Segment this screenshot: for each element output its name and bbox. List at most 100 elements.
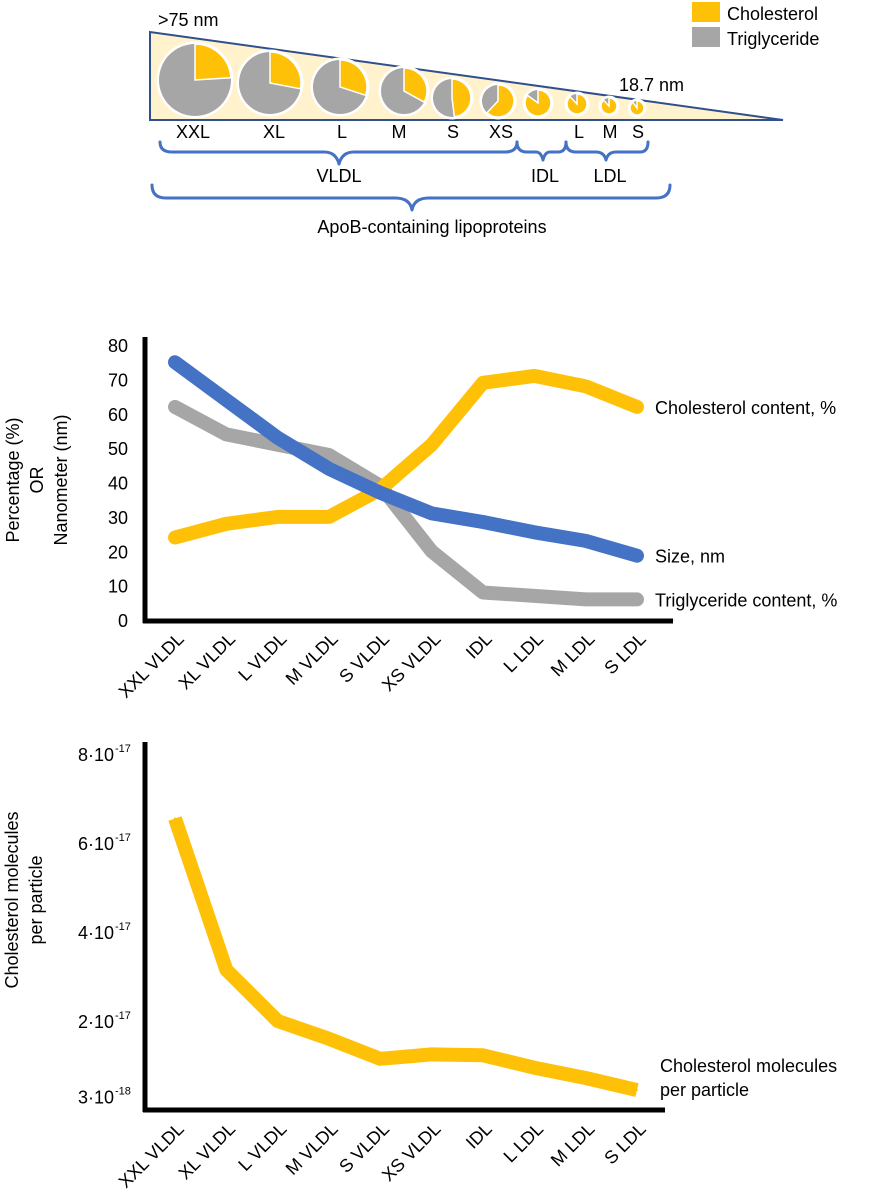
chart1-ylabel-line2: OR — [27, 466, 47, 493]
pie-cholesterol-slice — [269, 51, 302, 90]
chart2-point — [328, 1037, 330, 1040]
chart2-ytick-exponent: -17 — [115, 743, 131, 755]
size-wedge — [149, 30, 784, 121]
vldl-brace — [158, 140, 519, 166]
ldl-label: LDL — [593, 166, 626, 186]
chart1-point-cholesterol-content — [174, 536, 176, 539]
chart1-xtick-label: IDL — [462, 629, 496, 663]
chart2-xtick-label: IDL — [462, 1119, 496, 1153]
chart1-ytick-label: 70 — [108, 370, 128, 390]
chart1-ylabel-line1: Percentage (%) — [3, 417, 23, 542]
legend-swatch-triglyceride — [692, 27, 720, 47]
chart2-ytick-label: 2·10 — [78, 1012, 114, 1032]
chart1-point-size-nm — [225, 399, 228, 401]
chart1-point-triglyceride-content — [533, 594, 536, 597]
chart1-xtick-label: XXL VLDL — [115, 629, 188, 702]
chart2-ytick-exponent: -17 — [115, 832, 131, 844]
chart1-point-size-nm — [584, 539, 587, 542]
idl-brace — [515, 140, 568, 162]
chart2-xtick-label: S LDL — [600, 1119, 650, 1169]
chart1-point-cholesterol-content — [482, 381, 484, 384]
chart1-ytick-label: 50 — [108, 439, 128, 459]
chart1-point-triglyceride-content — [636, 598, 638, 601]
chart1-point-cholesterol-content — [225, 522, 228, 525]
chart1-xtick-label: M VLDL — [282, 629, 342, 689]
chart2-series-label-line2: per particle — [660, 1080, 749, 1100]
chart2-ytick-label: 4·10 — [78, 923, 114, 943]
pie-cholesterol-slice — [403, 67, 428, 104]
chart1-point-size-nm — [328, 467, 330, 470]
pie-cholesterol-slice — [485, 84, 515, 118]
chart2-point — [379, 1057, 382, 1060]
chart1-ylabel: Percentage (%) OR Nanometer (nm) — [3, 414, 71, 545]
chart1-point-triglyceride-content — [328, 454, 330, 456]
idl-label: IDL — [531, 166, 559, 186]
chart1-point-size-nm — [533, 531, 536, 534]
chart2-ylabel-line1: Cholesterol molecules — [2, 811, 22, 988]
chart1-xtick-label: L LDL — [500, 629, 548, 677]
chart2-point — [533, 1066, 536, 1069]
chart1-ytick-label: 20 — [108, 542, 128, 562]
composition-size-chart: Percentage (%) OR Nanometer (nm) 0 10 20 30… — [3, 336, 837, 702]
legend-label-triglyceride: Triglyceride — [727, 29, 819, 49]
particle-pie-7 — [564, 91, 590, 117]
particle-pie-1 — [236, 49, 304, 117]
particle-pie-6 — [522, 87, 554, 119]
chart1-point-size-nm — [379, 491, 382, 494]
particle-pie-0 — [156, 41, 234, 119]
molecules-per-particle-chart: Cholesterol molecules per particle 3·10-… — [2, 742, 837, 1192]
vldl-label: VLDL — [316, 166, 361, 186]
particle-labels: XXL XL L M S XS L M S — [176, 122, 644, 142]
lipoprotein-schematic: >75 nm 18.7 nm XXL XL L M S XS L M S Cholesterol… — [149, 2, 819, 237]
chart1-ytick-label: 0 — [118, 611, 128, 631]
chart1-ytick-label: 80 — [108, 336, 128, 356]
pie-cholesterol-slice — [629, 100, 645, 116]
particle-pie-2 — [310, 57, 370, 117]
chart2-series-cholesterol-molecules — [168, 816, 639, 1097]
particle-label-7: L — [574, 122, 584, 142]
chart2-ytick-label: 8·10 — [78, 745, 114, 765]
particle-label-9: S — [632, 122, 644, 142]
pie-cholesterol-slice — [566, 93, 588, 115]
chart1-ytick-label: 40 — [108, 474, 128, 494]
legend-swatch-cholesterol — [692, 2, 720, 22]
chart2-xtick-label: L LDL — [500, 1119, 548, 1167]
chart1-xtick-label: XL VLDL — [175, 629, 240, 694]
particle-label-4: S — [447, 122, 459, 142]
chart1-point-cholesterol-content — [430, 443, 433, 446]
chart2-ytick-exponent: -17 — [115, 921, 131, 933]
chart2-xtick-label: M VLDL — [282, 1119, 342, 1179]
chart1-point-size-nm — [276, 436, 279, 439]
particle-label-3: M — [392, 122, 407, 142]
chart1-series-cholesterol-content — [168, 368, 644, 545]
chart1-point-cholesterol-content — [636, 405, 638, 408]
chart1-ytick-label: 10 — [108, 577, 128, 597]
chart1-xtick-label: S LDL — [600, 629, 650, 679]
chart1-series-label-size-nm: Size, nm — [655, 547, 725, 567]
pie-cholesterol-slice — [524, 89, 552, 117]
chart2-point — [276, 1020, 279, 1022]
chart1-ytick-label: 30 — [108, 508, 128, 528]
particle-pie-5 — [479, 82, 517, 120]
chart2-point — [482, 1054, 484, 1057]
particle-pie-3 — [378, 65, 430, 117]
chart1-point-triglyceride-content — [225, 433, 228, 436]
particle-label-1: XL — [263, 122, 285, 142]
chart1-point-size-nm — [174, 361, 176, 364]
chart2-xtick-label: XXL VLDL — [115, 1119, 188, 1192]
particle-pies — [156, 41, 647, 120]
particle-label-2: L — [337, 122, 347, 142]
chart1-point-cholesterol-content — [328, 515, 330, 518]
size-large-label: >75 nm — [158, 10, 219, 30]
chart1-point-triglyceride-content — [482, 591, 484, 594]
chart2-xtick-label: XL VLDL — [175, 1119, 240, 1184]
chart2-ylabel-line2: per particle — [26, 855, 46, 944]
chart2-xtick-label: M LDL — [547, 1119, 599, 1171]
apob-label: ApoB-containing lipoproteins — [317, 217, 546, 237]
chart2-ytick-label: 3·10 — [78, 1088, 114, 1108]
chart1-series-size-nm — [168, 355, 644, 563]
chart2-point — [174, 817, 176, 820]
chart1-point-size-nm — [430, 512, 433, 515]
chart2-ytick-exponent: -18 — [115, 1086, 131, 1098]
